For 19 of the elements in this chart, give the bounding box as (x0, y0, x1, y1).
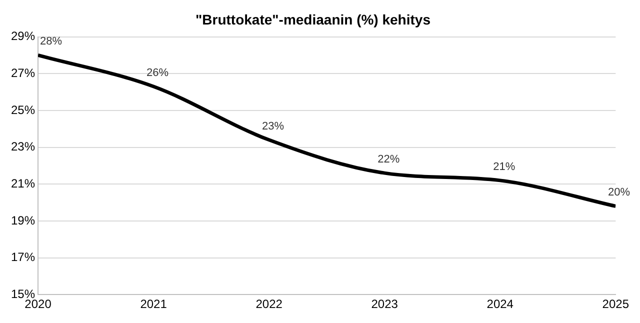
y-tick-label: 25% (10, 102, 36, 117)
x-tick-label: 2024 (486, 297, 514, 312)
data-label: 23% (262, 120, 284, 132)
y-tick-label: 29% (10, 29, 36, 44)
y-tick-label: 27% (10, 66, 36, 80)
data-label: 21% (493, 160, 516, 173)
x-tick-label: 2025 (602, 297, 630, 312)
y-tick-label: 17% (10, 250, 36, 264)
x-tick-label: 2023 (371, 297, 398, 312)
chart-title: "Bruttokate"-mediaanin (%) kehitys (196, 11, 431, 28)
y-tick-label: 19% (10, 213, 36, 228)
y-tick-label: 23% (10, 140, 36, 154)
data-label: 22% (378, 154, 400, 166)
data-label: 20% (608, 186, 630, 199)
data-label: 28% (40, 36, 62, 48)
x-tick-label: 2021 (140, 297, 168, 312)
data-label: 26% (146, 67, 169, 80)
x-tick-label: 2022 (256, 297, 283, 312)
y-tick-label: 21% (10, 176, 36, 190)
